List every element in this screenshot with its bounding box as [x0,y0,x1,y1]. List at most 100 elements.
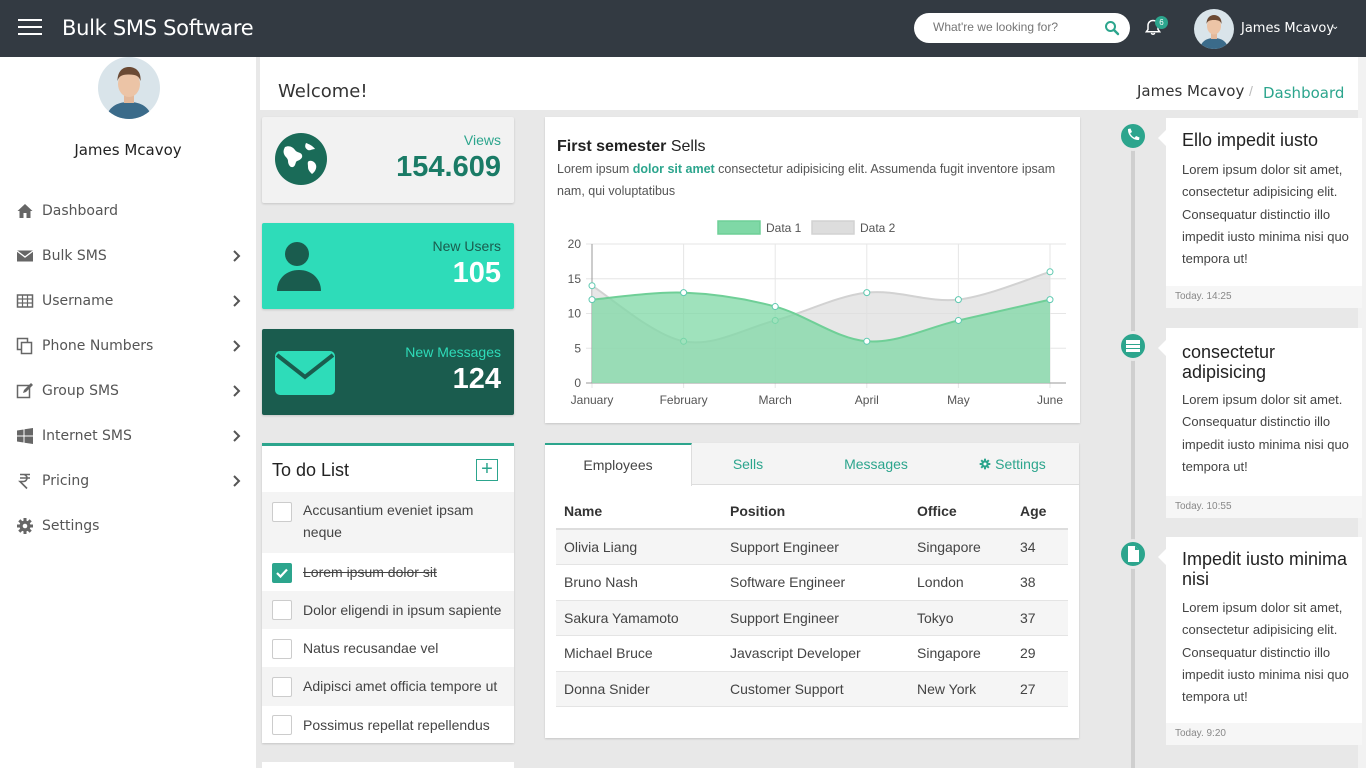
todo-item: Possimus repellat repellendus [262,706,514,744]
sidebar-item-internet-sms[interactable]: Internet SMS [0,417,256,457]
chevron-down-icon[interactable]: ⌄ [1331,21,1340,32]
tab-messages[interactable]: Messages [844,456,908,472]
sidebar-item-label: Bulk SMS [42,248,107,264]
cell-name: Donna Snider [556,671,722,707]
timeline-title: consectetur adipisicing [1182,342,1276,382]
cell-office: London [909,564,1012,601]
sidebar-item-label: Settings [42,518,100,534]
gear-icon [17,518,33,534]
cell-position: Javascript Developer [722,635,909,672]
column-header[interactable]: Age [1012,493,1068,530]
sidebar-item-pricing[interactable]: Pricing [0,462,256,502]
edit-icon [16,383,33,399]
search-box [914,13,1130,43]
cell-age: 29 [1012,635,1068,672]
sidebar-item-group-sms[interactable]: Group SMS [0,372,256,412]
sidebar-item-label: Group SMS [42,383,119,399]
timeline-dot [1118,331,1148,361]
timeline-time: Today. 9:20 [1166,723,1362,745]
legend-swatch [717,220,761,235]
cell-name: Michael Bruce [556,635,722,672]
cell-position: Support Engineer [722,600,909,636]
column-header[interactable]: Office [909,493,1012,530]
x-tick-label: May [947,393,970,407]
todo-checkbox[interactable] [272,715,292,735]
timeline-card: consectetur adipisicing Lorem ipsum dolo… [1158,328,1362,518]
todo-text: Lorem ipsum dolor sit [303,564,437,580]
todo-checkbox[interactable] [272,502,292,522]
series-area-0 [592,292,1050,383]
timeline-dot [1118,121,1148,151]
breadcrumb-user[interactable]: James Mcavoy [1137,82,1245,100]
data-point [863,337,871,345]
todo-item: Lorem ipsum dolor sit [262,553,514,591]
cell-office: Tokyo [909,600,1012,636]
tab-settings[interactable]: Settings [955,443,1070,485]
todo-checkbox[interactable] [272,677,292,697]
timeline-time: Today. 14:25 [1166,286,1362,308]
chart-card: First semester Sells Lorem ipsum dolor s… [545,117,1080,423]
page-header: Welcome! James Mcavoy / Dashboard [260,57,1358,110]
table-row: Bruno Nash Software Engineer London 38 [556,564,1068,601]
search-input[interactable] [933,20,1093,34]
sidebar-item-bulk-sms[interactable]: Bulk SMS [0,237,256,277]
topbar-user-name[interactable]: James Mcavoy [1241,21,1335,36]
sidebar-item-phone-numbers[interactable]: Phone Numbers [0,327,256,367]
todo-checkbox[interactable] [272,600,292,620]
table-icon [16,294,34,308]
views-value: 154.609 [396,151,501,183]
data-point [954,296,962,304]
chart-desc-post: consectetur adipisicing elit. Assumenda … [557,162,1056,198]
data-point [588,296,596,304]
timeline-body: Lorem ipsum dolor sit amet, consectetur … [1182,600,1349,705]
rupee-icon [18,473,30,490]
cell-name: Olivia Liang [556,529,722,565]
checkmark-icon [276,568,288,579]
todo-list-card: To do List + Accusantium eveniet ipsam n… [262,443,514,743]
scrollbar[interactable] [1358,57,1366,768]
page-title: Welcome! [278,81,368,102]
cell-age: 27 [1012,671,1068,707]
employees-table: Name Position Office Age Olivia Liang Su… [556,493,1068,707]
sidebar-item-label: Internet SMS [42,428,132,444]
user-avatar[interactable] [1194,9,1234,49]
hamburger-menu-icon[interactable] [18,19,42,37]
search-icon[interactable] [1104,20,1120,36]
file-icon [1128,546,1139,562]
timeline-title: Ello impedit iusto [1182,130,1319,150]
sidebar-item-settings[interactable]: Settings [0,507,256,547]
sidebar-item-username[interactable]: Username [0,282,256,322]
timeline-time: Today. 10:55 [1166,496,1362,518]
cell-position: Support Engineer [722,529,909,565]
cell-name: Bruno Nash [556,564,722,601]
column-header[interactable]: Position [722,493,909,530]
y-tick-label: 0 [574,376,581,390]
todo-checkbox[interactable] [272,563,292,583]
chart-desc-highlight: dolor sit amet [632,162,715,176]
todo-checkbox[interactable] [272,639,292,659]
breadcrumb-current: Dashboard [1263,84,1345,102]
todo-item: Dolor eligendi in ipsum sapiente [262,591,514,629]
tab-bar: Employees Sells Messages Settings [545,443,1079,486]
sidebar-item-dashboard[interactable]: Dashboard [0,192,256,232]
y-tick-label: 20 [568,237,582,251]
x-tick-label: June [1037,393,1063,407]
cell-age: 34 [1012,529,1068,565]
series-line-0 [591,291,1051,343]
timeline-line [1131,137,1135,768]
cell-office: New York [909,671,1012,707]
gear-icon [979,458,991,470]
tab-employees[interactable]: Employees [545,443,692,486]
top-navbar: Bulk SMS Software 6 James Mcavoy ⌄ [0,0,1366,57]
add-todo-button[interactable]: + [476,459,498,481]
cell-office: Singapore [909,529,1012,565]
column-header[interactable]: Name [556,493,722,530]
data-point [1046,268,1054,276]
todo-text: Possimus repellat repellendus [303,717,490,733]
timeline-title: Impedit iusto minima nisi [1182,549,1348,589]
tab-sells[interactable]: Sells [732,456,764,472]
table-row: Sakura Yamamoto Support Engineer Tokyo 3… [556,600,1068,636]
area-chart: 0 5 10 15 20 January February March April May June… [568,220,1066,407]
employees-card: Employees Sells Messages Settings Name P… [545,443,1079,738]
user-icon [277,242,321,291]
